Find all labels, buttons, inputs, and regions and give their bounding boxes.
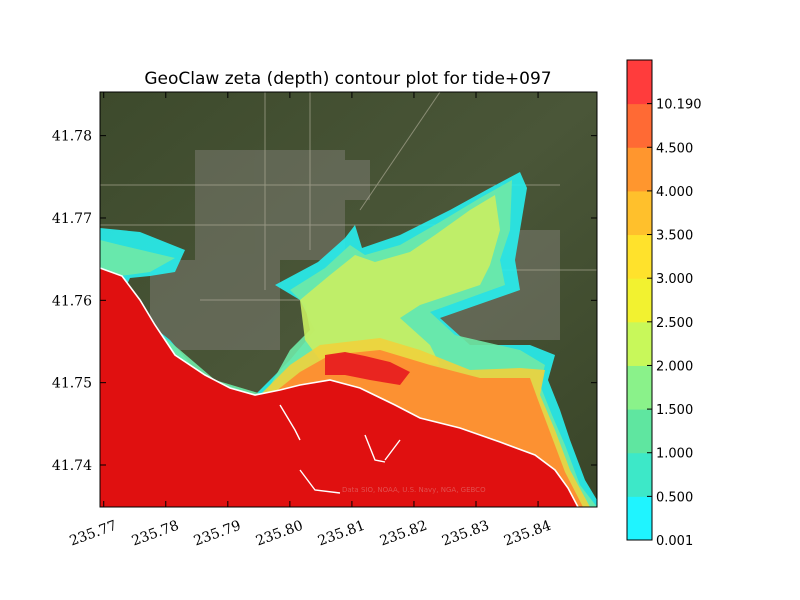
x-tick-label: 235.82: [378, 518, 430, 550]
x-tick-label: 235.77: [68, 518, 120, 550]
colorbar-label: 4.500: [656, 141, 693, 156]
y-axis: 41.74 41.75 41.76 41.77 41.78: [52, 129, 597, 474]
harbor-channel: [325, 352, 410, 385]
colorbar-swatch: [627, 321, 652, 366]
colorbar-swatch: [627, 496, 652, 541]
map-attribution: Data SIO, NOAA, U.S. Navy, NGA, GEBCO: [342, 486, 486, 494]
x-tick-label: 235.83: [440, 518, 492, 550]
colorbar-label: 10.190: [656, 98, 702, 113]
contour-level-2: [300, 195, 500, 365]
y-tick-label: 41.76: [52, 293, 92, 309]
colorbar-swatch: [627, 278, 652, 323]
colorbar-swatch: [627, 147, 652, 192]
y-tick-label: 41.77: [52, 211, 92, 227]
shoreline: [100, 267, 579, 507]
colorbar-label: 3.500: [656, 229, 693, 244]
x-tick-label: 235.84: [502, 518, 554, 550]
x-tick-label: 235.81: [316, 518, 368, 550]
plot-frame: [99, 91, 598, 508]
colorbar-swatch: [627, 60, 652, 105]
colorbar-label: 1.000: [656, 447, 693, 462]
colorbar-swatch: [627, 190, 652, 236]
colorbar-label: 4.000: [656, 185, 693, 200]
colorbar-label: 2.500: [656, 316, 693, 331]
colorbar-label: 2.000: [656, 359, 693, 374]
roads: [100, 92, 597, 301]
jetty: [279, 404, 401, 494]
colorbar-swatch: [627, 234, 652, 279]
colorbar-swatch: [627, 409, 652, 454]
colorbar-label: 0.500: [656, 490, 693, 505]
ocean-region: [100, 268, 578, 507]
x-tick-label: 235.78: [130, 518, 182, 550]
plot-area: Data SIO, NOAA, U.S. Navy, NGA, GEBCO: [100, 92, 597, 507]
colorbar-swatch: [627, 103, 652, 148]
y-tick-label: 41.74: [52, 458, 92, 474]
colorbar-frame: [626, 59, 653, 541]
colorbar-label: 0.001: [656, 534, 693, 549]
y-tick-label: 41.75: [52, 376, 92, 392]
x-tick-label: 235.79: [192, 518, 244, 550]
colorbar-label: 3.000: [656, 272, 693, 287]
colorbar-label: 1.500: [656, 403, 693, 418]
colorbar: 0.001 0.500 1.000 1.500 2.000 2.500 3.000 3.500…: [626, 59, 702, 549]
y-tick-label: 41.78: [52, 129, 92, 145]
colorbar-swatch: [627, 452, 652, 497]
colorbar-swatch: [627, 365, 652, 410]
chart-title: GeoClaw zeta (depth) contour plot for ti…: [144, 69, 551, 89]
x-tick-label: 235.80: [254, 518, 306, 550]
